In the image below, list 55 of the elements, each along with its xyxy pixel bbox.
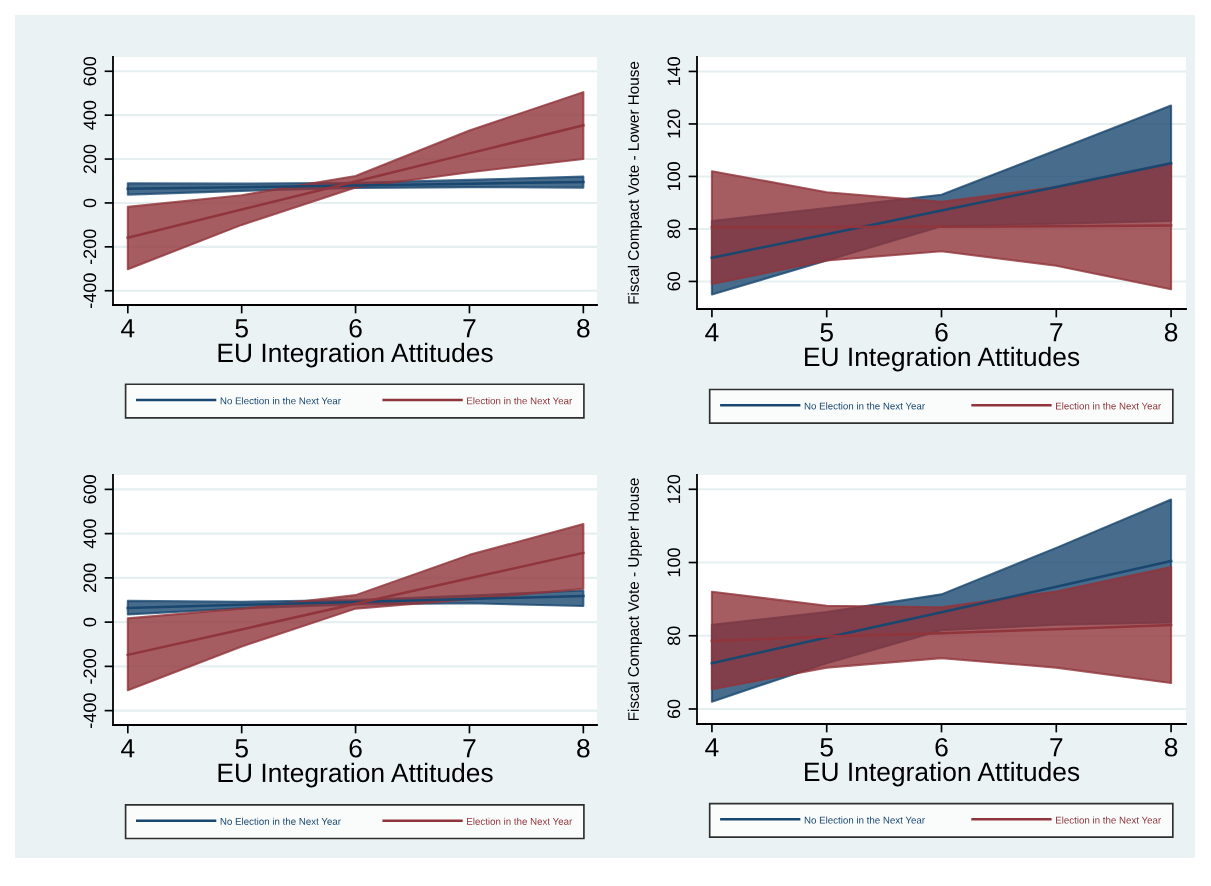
y-tick-label: 60 (667, 699, 681, 719)
x-axis-title: EU Integration Attitudes (218, 762, 493, 788)
y-tick-label: 80 (667, 626, 681, 646)
x-tick-label: 7 (1050, 323, 1063, 342)
y-tick-label: 400 (83, 100, 97, 130)
y-tick-label: -200 (83, 229, 97, 265)
text: Election in the Next Year (467, 817, 573, 825)
y-tick-label: 100 (667, 162, 681, 191)
x-axis-title: EU Integration Attitudes (805, 346, 1080, 372)
y-tick-label: 60 (667, 272, 681, 291)
x-tick-label: 7 (1050, 738, 1063, 757)
x-tick-label: 5 (820, 323, 833, 342)
text: Election in the Next Year (1056, 816, 1161, 824)
x-tick-label: 7 (463, 739, 476, 758)
y-tick-label: -200 (83, 649, 97, 684)
y-tick-label: 140 (667, 57, 681, 86)
y-tick-label: 0 (83, 198, 97, 208)
y-tick-label: 600 (83, 475, 97, 504)
x-tick-label: 5 (820, 738, 833, 757)
y-tick-label: 120 (667, 109, 681, 138)
x-tick-label: 4 (705, 738, 719, 757)
y-tick-label: 200 (83, 563, 97, 593)
y-tick-label: 400 (83, 519, 97, 549)
text: No Election in the Next Year (804, 402, 925, 410)
y-tick-label: 80 (667, 219, 681, 239)
x-tick-label: 4 (121, 319, 135, 338)
text: No Election in the Next Year (220, 817, 341, 825)
y-tick-label: 120 (667, 474, 681, 503)
y-tick-label: 100 (667, 548, 681, 577)
x-tick-label: 6 (349, 738, 362, 758)
text: Election in the Next Year (467, 397, 573, 405)
x-tick-label: 4 (705, 323, 719, 342)
x-tick-label: 7 (463, 319, 476, 338)
x-tick-label: 5 (235, 739, 248, 758)
x-tick-label: 6 (935, 737, 948, 757)
y-axis-title: Fiscal Compact Vote - Lower House (627, 61, 642, 304)
y-tick-label: 0 (83, 617, 97, 627)
x-axis-title: EU Integration Attitudes (218, 342, 493, 368)
y-tick-label: 600 (83, 56, 97, 86)
y-tick-label: 200 (83, 144, 97, 174)
x-tick-label: 8 (1164, 322, 1178, 342)
x-tick-label: 5 (235, 319, 248, 338)
x-axis-title: EU Integration Attitudes (805, 761, 1080, 787)
text: No Election in the Next Year (220, 397, 341, 405)
x-tick-label: 6 (349, 318, 362, 338)
y-axis-title: Fiscal Compact Vote - Upper House (627, 478, 642, 721)
text: No Election in the Next Year (804, 816, 925, 824)
text: Election in the Next Year (1056, 402, 1161, 410)
y-tick-label: -400 (83, 273, 97, 308)
x-tick-label: 8 (577, 738, 590, 758)
x-tick-label: 4 (121, 739, 135, 758)
y-tick-label: -400 (83, 693, 97, 728)
x-tick-label: 8 (1164, 737, 1178, 757)
x-tick-label: 8 (577, 318, 590, 338)
x-tick-label: 6 (935, 322, 948, 342)
